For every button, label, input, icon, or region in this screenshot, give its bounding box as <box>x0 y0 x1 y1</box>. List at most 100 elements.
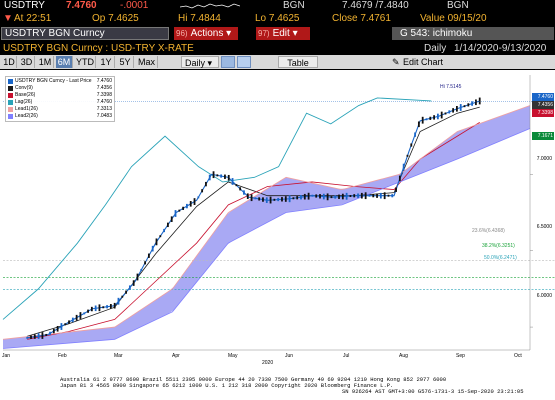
price-candle <box>326 193 329 201</box>
ichimoku-cloud <box>3 105 530 349</box>
price-candle <box>296 196 299 200</box>
price-candle <box>414 132 416 137</box>
price-candle <box>98 304 101 312</box>
edit-button[interactable]: 97) Edit ▾ <box>256 27 310 40</box>
cloud-tag: 7.1671 <box>532 132 554 140</box>
chart-grid-icon[interactable] <box>237 56 251 68</box>
period-5y-button[interactable]: 5Y <box>117 56 134 68</box>
price-candle <box>436 113 439 120</box>
price-candle <box>322 193 325 200</box>
function-title: G 543: ichimoku <box>392 27 554 40</box>
price-candle <box>52 328 55 334</box>
price-candle <box>113 302 116 309</box>
price-candle <box>87 309 89 313</box>
price-candle <box>227 174 230 181</box>
period-1d-button[interactable]: 1D <box>2 56 17 68</box>
price-candle <box>433 115 435 120</box>
price-candle <box>216 174 219 177</box>
price-candle <box>182 206 185 210</box>
price-candle <box>26 336 29 339</box>
price-candle <box>170 216 173 222</box>
y-tick-label: 7.0000 <box>536 156 552 162</box>
price-candle <box>231 178 234 185</box>
period-max-button[interactable]: Max <box>136 56 158 68</box>
edit-chart-button[interactable]: ✎ Edit Chart <box>390 56 456 68</box>
legend-label: Base(26) <box>15 92 36 98</box>
y-tick-label: 6.5000 <box>536 224 552 230</box>
series-line-5 <box>2 128 531 349</box>
fib-label-38: 38.2%(6.3251) <box>482 243 515 249</box>
price-candle <box>186 203 188 209</box>
security-input[interactable]: USDTRY BGN Curncy <box>1 27 169 40</box>
x-year-label: 2020 <box>262 360 274 366</box>
price-candle <box>398 175 401 182</box>
price-candle <box>109 304 112 309</box>
price-candle <box>357 193 359 198</box>
price-source-2: BGN <box>447 0 469 11</box>
price-candle <box>193 198 196 205</box>
series-line-4 <box>2 105 531 340</box>
period-1m-button[interactable]: 1M <box>37 56 54 68</box>
price-candle <box>178 209 181 212</box>
price-candle <box>376 193 378 198</box>
price-candle <box>208 174 211 181</box>
base-tag: 7.3398 <box>532 109 554 117</box>
price-candle <box>155 238 158 246</box>
price-candle <box>151 245 154 252</box>
legend-item-lead2: Lead2(26) 7.0483 <box>8 113 112 120</box>
period-3d-button[interactable]: 3D <box>19 56 35 68</box>
price-candle <box>159 235 162 238</box>
fib-label-50: 50.0%(6.2471) <box>484 255 517 261</box>
close-price: Close 7.4761 <box>332 13 391 24</box>
price-candle <box>353 194 356 198</box>
actions-button[interactable]: 96) Actions ▾ <box>174 27 238 40</box>
open-price: Op 7.4625 <box>92 13 139 24</box>
price-candle <box>395 187 397 192</box>
x-tick-label: Jun <box>285 353 294 359</box>
price-candle <box>421 116 424 124</box>
price-candle <box>387 194 390 197</box>
table-button[interactable]: Table <box>278 56 318 68</box>
price-candle <box>106 305 108 309</box>
period-ytd-button[interactable]: YTD <box>76 56 96 68</box>
price-candle <box>243 190 245 195</box>
price-candle <box>440 111 443 119</box>
price-candle <box>258 197 261 201</box>
chart-subtitle-bar: USDTRY BGN Curncy : USD-TRY X-RATE Daily… <box>0 42 555 55</box>
legend-swatch <box>8 100 13 105</box>
price-candle <box>406 154 409 157</box>
price-candle <box>319 194 321 199</box>
quote-time: At 22:51 <box>14 13 52 24</box>
price-candle <box>189 201 192 207</box>
chart-date-range[interactable]: 1/14/2020-9/13/2020 <box>454 43 547 54</box>
price-candle <box>246 193 249 200</box>
stats-row: ▼ At 22:51 Op 7.4625 Hi 7.4844 Lo 7.4625… <box>0 13 555 25</box>
legend-value: 7.4760 <box>96 99 112 105</box>
legend-label: USDTRY BGN Curncy - Last Price <box>15 78 92 84</box>
chart-style-icon[interactable] <box>221 56 235 68</box>
fib-label-23: 23.6%(6.4368) <box>472 228 505 234</box>
frequency-value: Daily <box>185 58 206 68</box>
legend-item-last-price: USDTRY BGN Curncy - Last Price 7.4760 <box>8 78 112 85</box>
price-candle <box>281 197 283 202</box>
x-tick-label: Mar <box>114 353 123 359</box>
price-candle <box>288 195 291 203</box>
price-candle <box>265 197 268 203</box>
chart-legend[interactable]: USDTRY BGN Curncy - Last Price 7.4760 Con… <box>5 76 115 122</box>
price-candle <box>475 99 477 106</box>
price-candle <box>224 174 226 179</box>
price-candle <box>201 189 204 193</box>
price-candle <box>37 333 40 339</box>
price-candle <box>250 194 253 202</box>
price-candle <box>429 116 432 120</box>
legend-label: Lead2(26) <box>15 113 38 119</box>
frequency-dropdown[interactable]: Daily ▾ <box>181 56 219 68</box>
ichimoku-chart[interactable]: USDTRY BGN Curncy - Last Price 7.4760 Con… <box>0 70 555 376</box>
period-1y-button[interactable]: 1Y <box>98 56 115 68</box>
price-candle <box>300 195 302 200</box>
price-candle <box>368 194 371 197</box>
price-candle <box>144 261 146 265</box>
period-6m-button[interactable]: 6M <box>56 56 73 68</box>
edit-label: Edit ▾ <box>272 28 298 39</box>
price-candle <box>132 280 135 286</box>
